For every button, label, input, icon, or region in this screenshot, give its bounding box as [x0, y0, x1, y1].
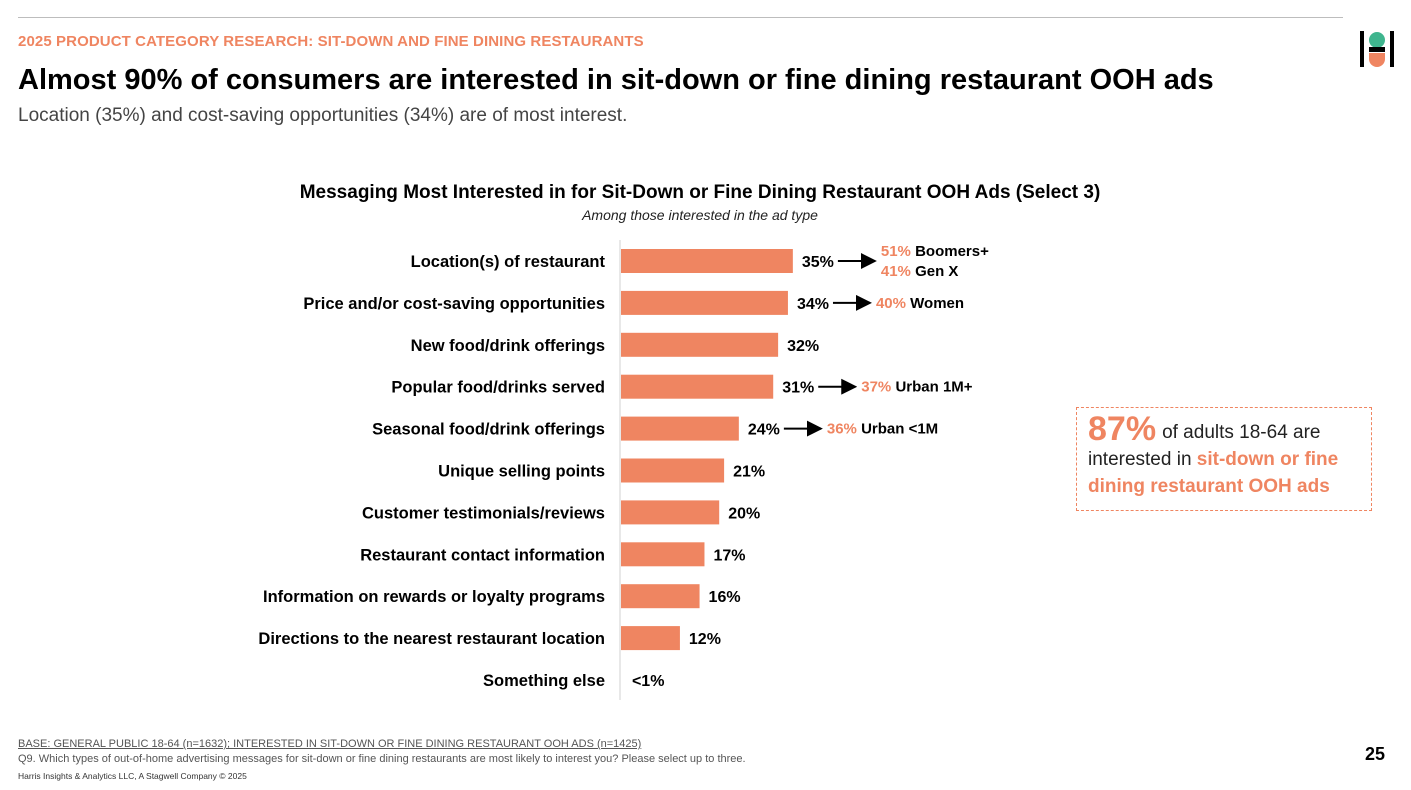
callout-highlight: sit-down or fine dining restaurant OOH a… [1088, 449, 1339, 497]
bar [621, 584, 700, 609]
annotation-text: 40% Women [876, 295, 964, 312]
value-label: 17% [713, 547, 745, 564]
bar [621, 332, 779, 357]
value-label: 24% [748, 422, 780, 439]
bar [621, 626, 680, 651]
harris-logo-icon [1360, 31, 1394, 67]
value-label: 21% [733, 464, 765, 481]
bar [621, 416, 739, 441]
annotation-text: 37% Urban 1M+ [861, 379, 973, 396]
bar [621, 458, 725, 483]
category-label: Popular food/drinks served [391, 379, 605, 397]
page-number: 25 [1365, 744, 1386, 764]
callout-text: of adults 18-64 are interested in [1088, 422, 1321, 470]
value-label: <1% [632, 673, 664, 690]
bar [621, 668, 623, 692]
annotation-text: 36% Urban <1M [827, 421, 938, 438]
annotation-text: 51% Boomers+ [881, 243, 989, 260]
value-label: 20% [728, 505, 760, 522]
value-label: 12% [689, 631, 721, 648]
value-label: 32% [787, 338, 819, 355]
value-label: 34% [797, 296, 829, 313]
chart-subtitle: Among those interested in the ad type [582, 207, 818, 223]
top-rule [18, 17, 1343, 18]
value-label: 35% [802, 254, 834, 271]
category-label: Unique selling points [438, 463, 605, 481]
category-label: Restaurant contact information [360, 546, 605, 564]
annotation-text: 41% Gen X [881, 263, 959, 280]
footer-copyright: Harris Insights & Analytics LLC, A Stagw… [18, 771, 247, 781]
eyebrow-title: 2025 PRODUCT CATEGORY RESEARCH: SIT-DOWN… [18, 33, 644, 50]
bar [621, 249, 793, 273]
category-label: Information on rewards or loyalty progra… [263, 588, 605, 606]
stat-callout: 87% of adults 18-64 are interested in sit… [1076, 407, 1372, 511]
bar [621, 500, 720, 525]
category-label: Seasonal food/drink offerings [372, 421, 605, 439]
value-label: 16% [709, 589, 741, 606]
page-headline: Almost 90% of consumers are interested i… [18, 64, 1214, 96]
category-label: Something else [483, 672, 605, 690]
category-label: Directions to the nearest restaurant loc… [258, 630, 605, 648]
bar [621, 374, 774, 399]
category-label: Location(s) of restaurant [411, 253, 606, 271]
category-label: Price and/or cost-saving opportunities [303, 295, 605, 313]
category-label: New food/drink offerings [411, 337, 605, 355]
bar [621, 542, 705, 567]
footer-base: BASE: GENERAL PUBLIC 18-64 (n=1632); INT… [18, 738, 642, 750]
category-label: Customer testimonials/reviews [362, 504, 605, 522]
footer-question: Q9. Which types of out-of-home advertisi… [18, 753, 746, 765]
chart-title: Messaging Most Interested in for Sit-Dow… [299, 182, 1101, 203]
callout-stat: 87% [1088, 410, 1157, 448]
bar [621, 290, 788, 315]
page-subhead: Location (35%) and cost-saving opportuni… [18, 105, 628, 126]
value-label: 31% [782, 380, 814, 397]
